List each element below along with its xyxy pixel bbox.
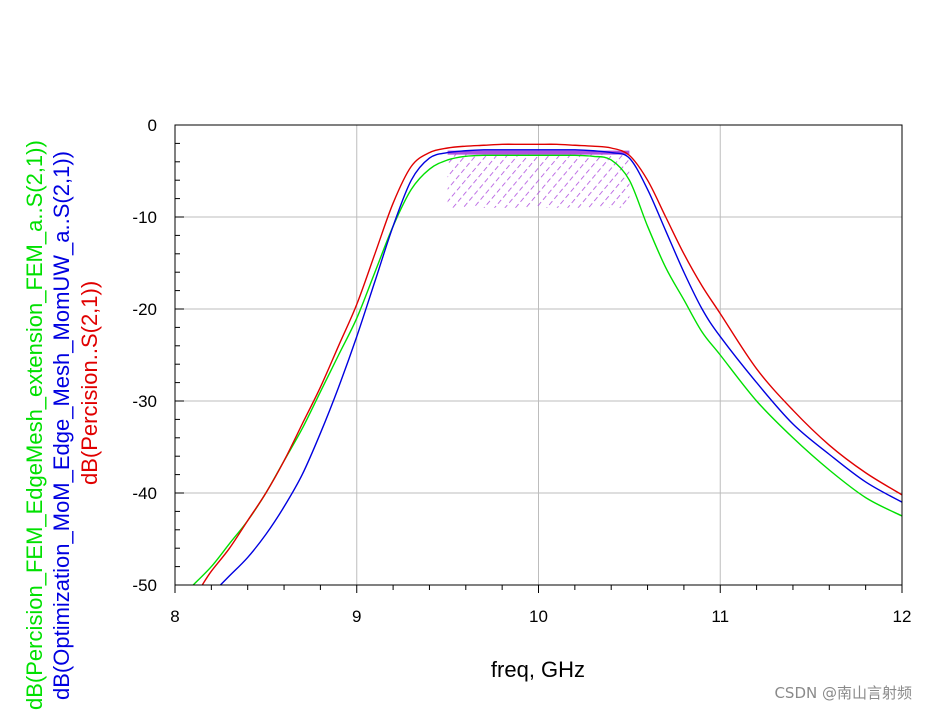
y-tick-label-4: -40 <box>132 484 157 503</box>
x-tick-labels: 8 9 10 11 12 <box>170 607 911 626</box>
y-tick-label-2: -20 <box>132 300 157 319</box>
y-label-series-2: dB(Optimization_MoM_Edge_Mesh_MomUW_a..S… <box>49 151 74 700</box>
series-line-1 <box>192 154 902 585</box>
x-tick-label-2: 10 <box>529 607 548 626</box>
watermark: CSDN @南山言射频 <box>774 684 912 702</box>
x-axis-title: freq, GHz <box>491 657 585 682</box>
goal-mask <box>447 150 630 208</box>
y-tick-label-1: -10 <box>132 208 157 227</box>
y-tick-labels: 0 -10 -20 -30 -40 -50 <box>132 116 157 595</box>
series-layer <box>192 143 902 585</box>
y-label-series-1: dB(Percision_FEM_EdgeMesh_extension_FEM_… <box>22 140 47 710</box>
x-tick-label-4: 12 <box>893 607 912 626</box>
y-tick-label-3: -30 <box>132 392 157 411</box>
y-tick-label-0: 0 <box>148 116 157 135</box>
series-line-2 <box>219 149 902 585</box>
y-label-series-3: dB(Percision..S(2,1)) <box>77 281 102 485</box>
x-tick-label-3: 11 <box>711 607 729 626</box>
y-tick-label-5: -50 <box>132 576 157 595</box>
goal-mask-hatch <box>447 152 630 208</box>
series-line-3 <box>201 143 902 585</box>
x-tick-label-1: 9 <box>352 607 361 626</box>
x-tick-label-0: 8 <box>170 607 179 626</box>
axis-ticks <box>174 124 903 593</box>
